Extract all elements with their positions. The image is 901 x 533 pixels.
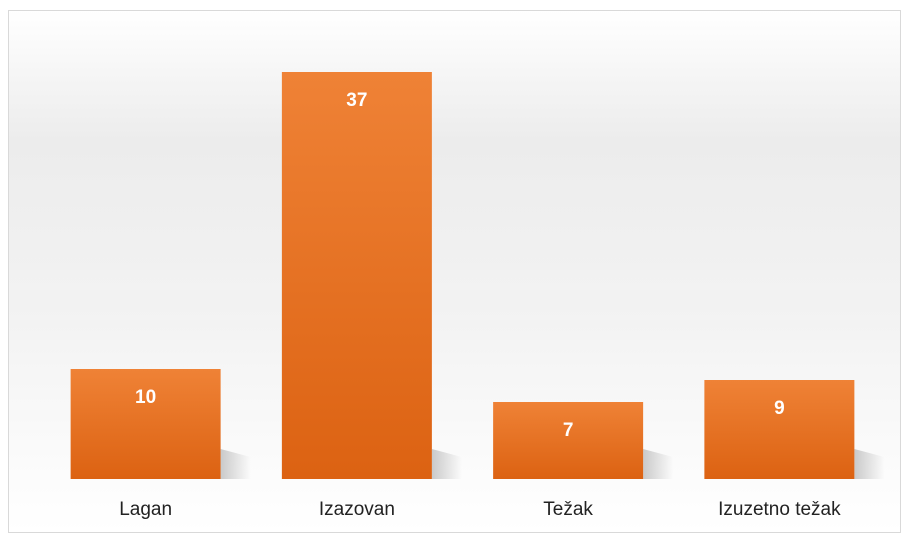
data-label: 37: [346, 90, 367, 111]
data-label: 7: [563, 420, 574, 441]
x-tick-label: Lagan: [119, 499, 172, 520]
bar-shadow: [220, 449, 251, 479]
x-tick-label: Izuzetno težak: [718, 499, 841, 520]
bar: [704, 380, 855, 479]
bar: [281, 72, 432, 479]
bar-shadow: [643, 449, 674, 479]
x-tick-label: Težak: [543, 499, 593, 520]
data-label: 10: [135, 387, 156, 408]
data-label: 9: [774, 398, 785, 419]
bar-shadow: [854, 449, 885, 479]
x-tick-label: Izazovan: [319, 499, 395, 520]
bar: [70, 369, 221, 479]
bar-shadow: [431, 449, 462, 479]
bar: [493, 402, 644, 479]
